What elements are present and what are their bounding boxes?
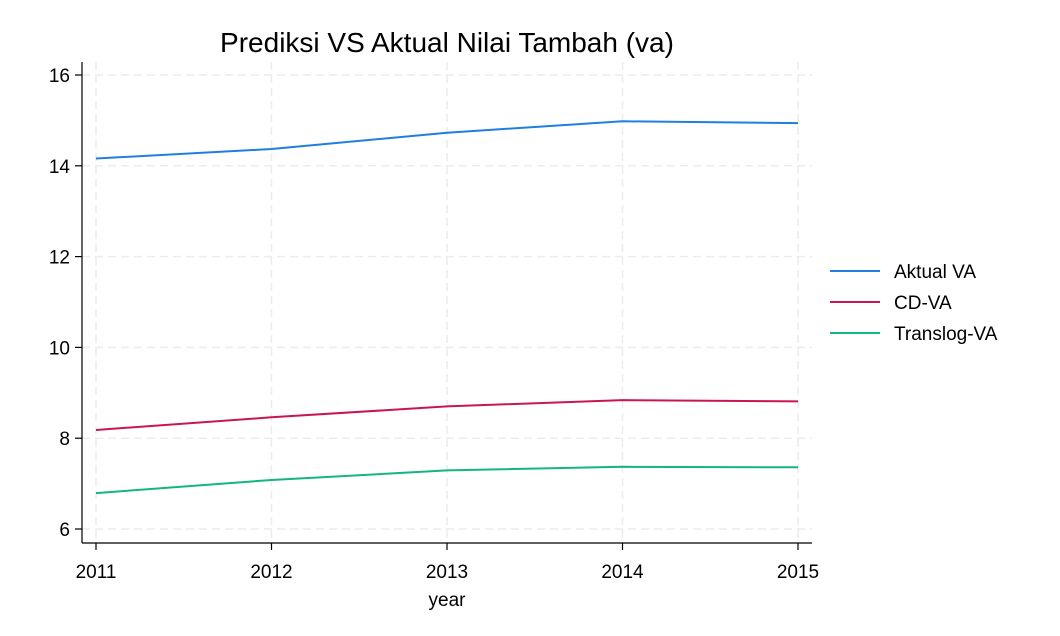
legend: Aktual VA CD-VA Translog-VA bbox=[830, 262, 998, 345]
series-line-cd-va bbox=[95, 399, 799, 431]
y-tick-label-10: 10 bbox=[49, 338, 70, 359]
series-line-translog-va bbox=[95, 465, 799, 495]
tick-labels: 6 8 10 12 14 16 2011 2012 2013 2014 2015 bbox=[49, 66, 819, 583]
legend-label-aktual-va: Aktual VA bbox=[894, 262, 976, 283]
legend-label-translog-va: Translog-VA bbox=[894, 324, 998, 345]
series-line-aktual-va bbox=[95, 120, 799, 160]
chart-title: Prediksi VS Aktual Nilai Tambah (va) bbox=[220, 27, 674, 58]
y-tick-label-6: 6 bbox=[59, 520, 70, 541]
y-tick-label-14: 14 bbox=[49, 157, 71, 178]
x-axis-label: year bbox=[429, 590, 467, 611]
x-tick-label-2015: 2015 bbox=[777, 562, 819, 583]
axes bbox=[75, 62, 812, 550]
x-tick-label-2014: 2014 bbox=[601, 562, 644, 583]
x-tick-label-2012: 2012 bbox=[250, 562, 292, 583]
legend-label-cd-va: CD-VA bbox=[894, 293, 952, 314]
x-tick-label-2013: 2013 bbox=[426, 562, 468, 583]
x-tick-label-2011: 2011 bbox=[76, 562, 117, 583]
y-tick-label-16: 16 bbox=[49, 66, 70, 87]
series-lines bbox=[95, 120, 799, 495]
y-tick-label-8: 8 bbox=[59, 429, 70, 450]
y-tick-label-12: 12 bbox=[49, 248, 70, 269]
grid bbox=[82, 62, 812, 543]
